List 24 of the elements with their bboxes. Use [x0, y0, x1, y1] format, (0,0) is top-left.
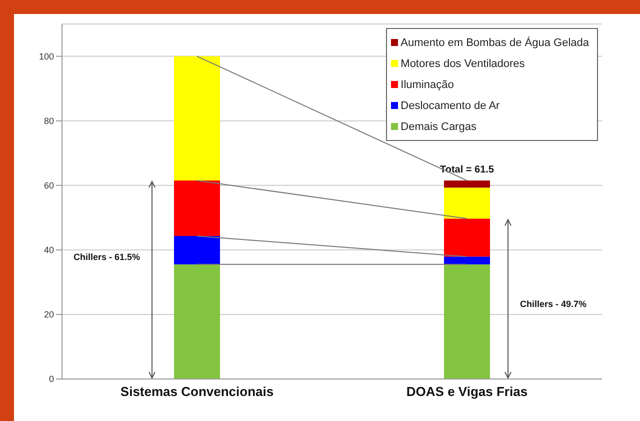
- annotation: Chillers - 61.5%: [73, 252, 140, 262]
- bar: [174, 236, 220, 264]
- bar: [444, 256, 490, 264]
- y-tick-label: 0: [48, 374, 54, 384]
- x-tick-label: DOAS e Vigas Frias: [406, 384, 528, 400]
- y-tick-label: 40: [44, 245, 54, 256]
- legend-label: Demais Cargas: [400, 120, 476, 132]
- legend-label: Deslocamento de Ar: [400, 100, 500, 112]
- bar: [444, 218, 490, 257]
- bar: [444, 264, 490, 379]
- x-tick-label: Sistemas Convencionais: [120, 384, 274, 400]
- bar: [444, 180, 490, 188]
- bar: [174, 264, 220, 379]
- bar: [174, 180, 220, 236]
- y-tick-label: 80: [44, 116, 54, 126]
- y-tick-label: 60: [44, 180, 54, 191]
- y-tick-label: 100: [38, 51, 54, 62]
- legend-label: Aumento em Bombas de Água Gelada: [400, 36, 589, 48]
- bar: [174, 56, 220, 181]
- annotation: Chillers - 49.7%: [520, 298, 587, 309]
- legend-label: Iluminação: [400, 78, 454, 90]
- y-tick-label: 20: [44, 310, 54, 320]
- legend-label: Motores dos Ventiladores: [400, 58, 525, 70]
- bar: [444, 188, 490, 219]
